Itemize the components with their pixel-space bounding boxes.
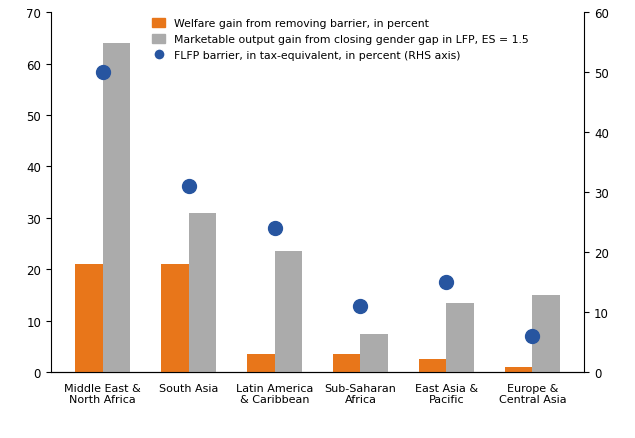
Bar (333, 354, 361, 372)
Bar (189, 213, 216, 372)
Bar (75, 265, 103, 372)
Bar (505, 367, 532, 372)
Legend: Welfare gain from removing barrier, in percent, Marketable output gain from clos: Welfare gain from removing barrier, in p… (152, 18, 529, 61)
Bar (361, 334, 388, 372)
Bar (161, 265, 189, 372)
Point (269, 225, 279, 232)
Point (98, 70, 108, 77)
Point (441, 279, 451, 286)
Bar (532, 295, 560, 372)
Bar (247, 354, 274, 372)
Point (356, 303, 366, 310)
Point (184, 183, 194, 190)
Bar (446, 303, 474, 372)
Bar (419, 360, 446, 372)
Point (527, 333, 537, 340)
Bar (274, 252, 302, 372)
Bar (103, 44, 130, 372)
